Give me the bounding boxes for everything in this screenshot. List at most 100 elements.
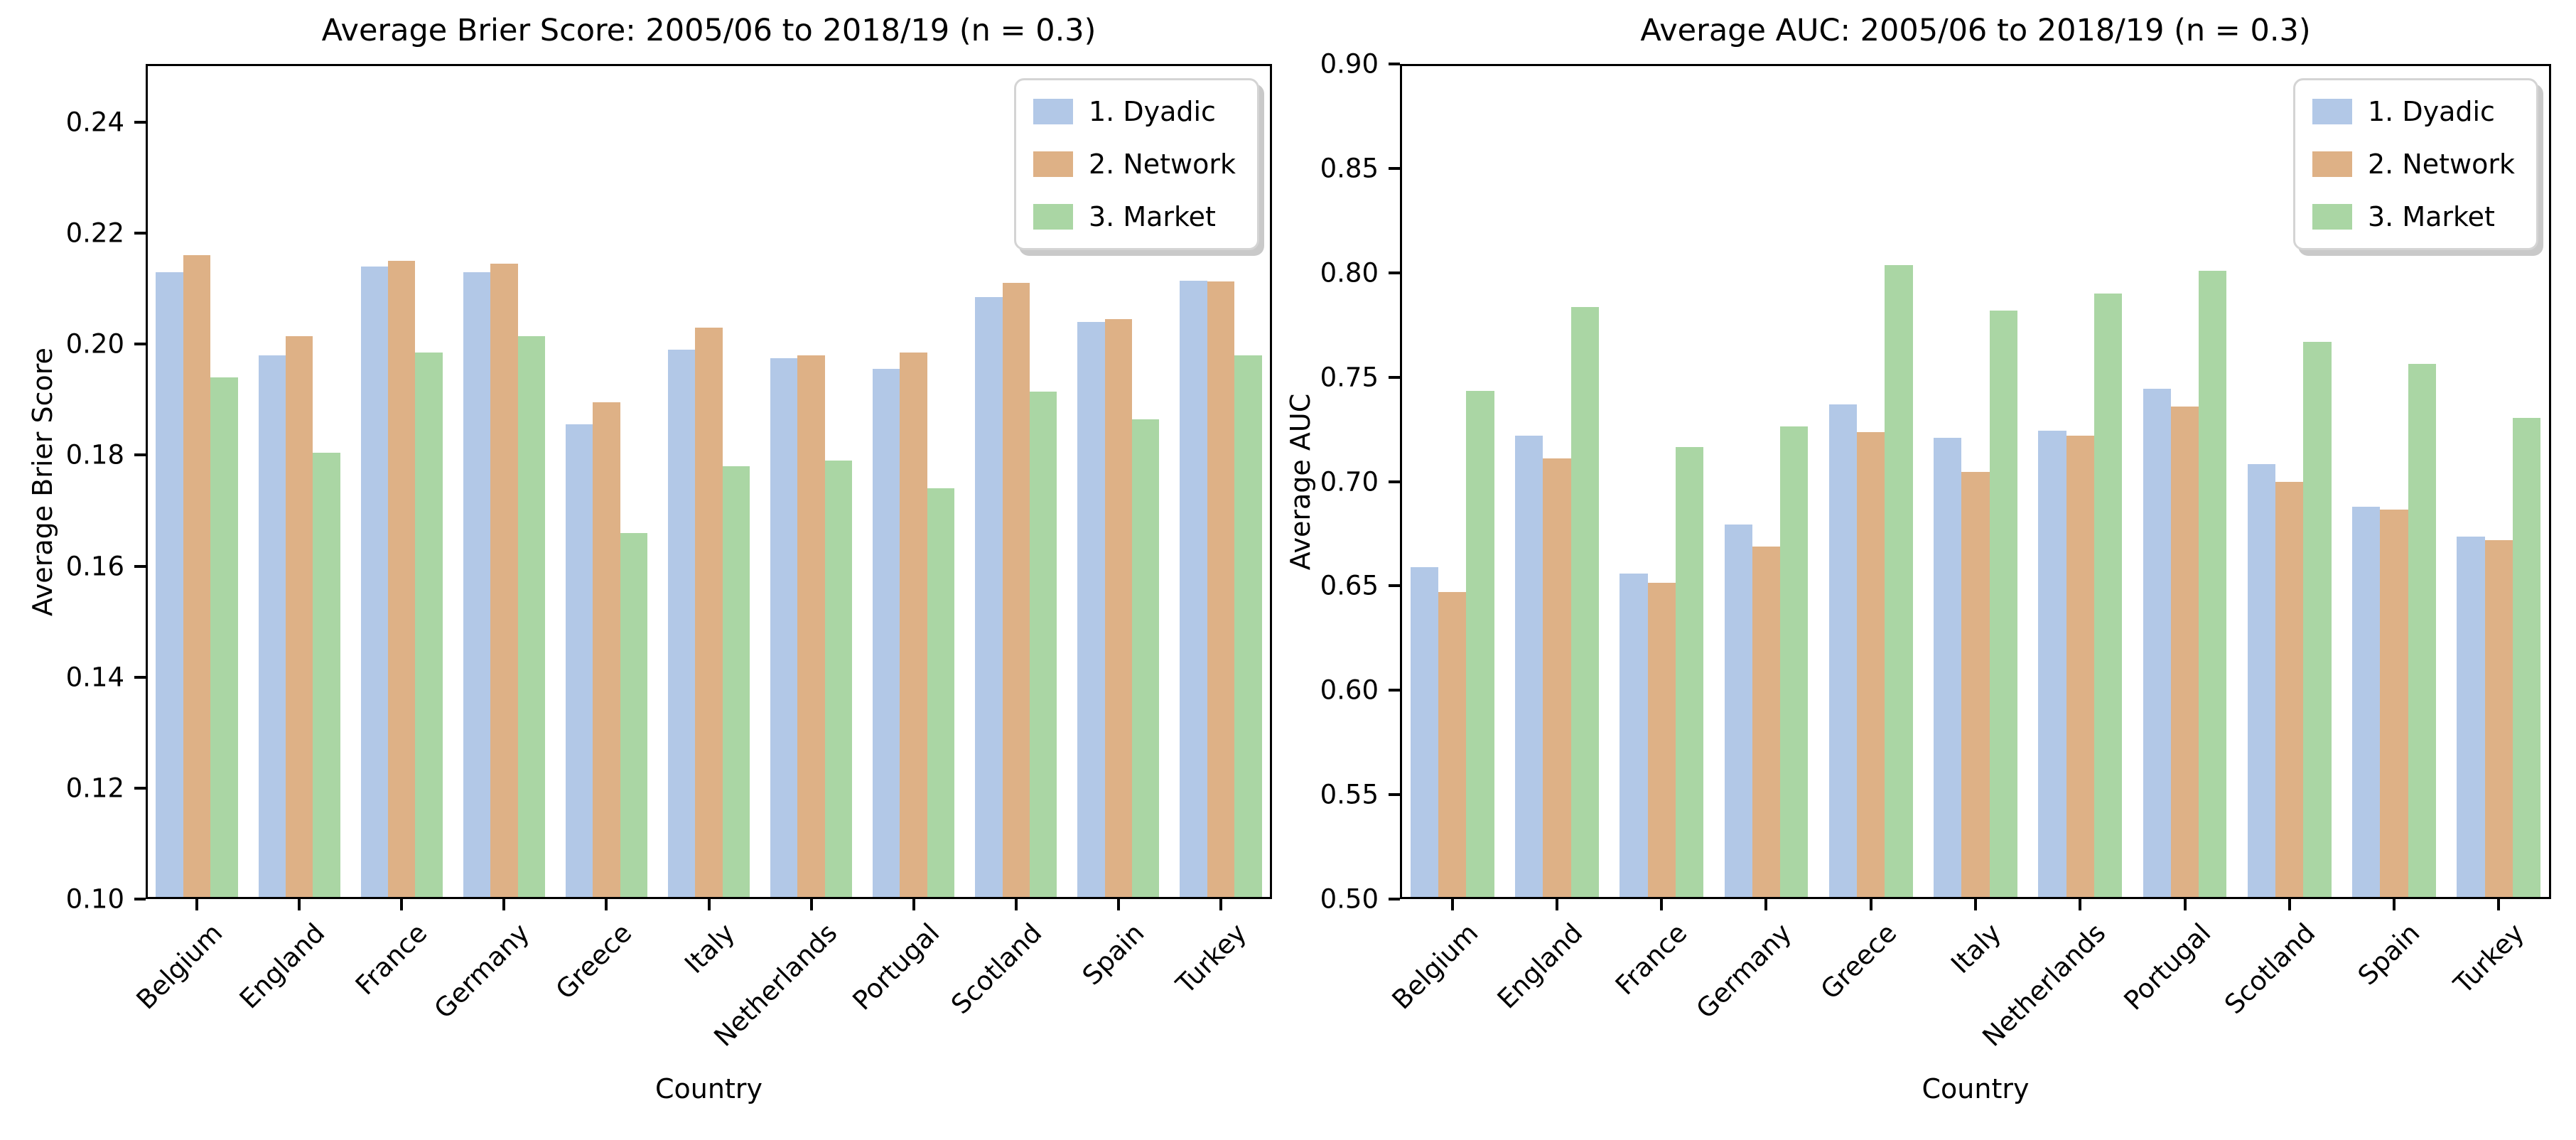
bar-turkey-network — [2484, 539, 2513, 899]
x-tick — [2393, 899, 2396, 910]
x-tick — [400, 899, 404, 910]
chart-title: Average Brier Score: 2005/06 to 2018/19 … — [321, 13, 1096, 48]
bar-germany-market — [517, 335, 545, 899]
x-tick-label-greece: Greece — [1814, 918, 1903, 1006]
bar-germany-network — [490, 264, 518, 899]
y-tick-label: 0.90 — [1320, 48, 1379, 80]
bar-scotland-dyadic — [975, 296, 1003, 899]
bar-belgium-dyadic — [1410, 566, 1438, 899]
y-tick — [134, 453, 146, 457]
x-tick — [2287, 899, 2291, 910]
legend-item-dyadic: 1. Dyadic — [1033, 96, 1236, 127]
x-tick-label-italy: Italy — [678, 918, 740, 980]
x-tick — [2497, 899, 2501, 910]
bar-scotland-network — [1002, 283, 1030, 899]
bar-england-network — [1543, 458, 1571, 899]
x-axis-label: Country — [1922, 1073, 2030, 1104]
bar-spain-market — [2408, 363, 2436, 899]
bar-spain-network — [1104, 319, 1133, 899]
bars-container — [146, 64, 1272, 899]
bar-belgium-network — [1438, 592, 1467, 899]
legend-label: 2. Network — [1089, 149, 1236, 180]
y-tick-label: 0.14 — [65, 662, 124, 693]
bar-portugal-network — [900, 352, 927, 899]
legend-item-market: 3. Market — [1033, 201, 1236, 232]
y-tick-label: 0.55 — [1320, 779, 1379, 810]
bar-portugal-dyadic — [873, 369, 900, 899]
x-tick — [1555, 899, 1558, 910]
bar-italy-dyadic — [667, 350, 696, 899]
x-tick-label-england: England — [233, 918, 331, 1015]
x-tick-label-portugal: Portugal — [2118, 918, 2216, 1016]
bar-turkey-network — [1207, 281, 1235, 899]
bar-italy-network — [695, 327, 723, 899]
y-tick-label: 0.80 — [1320, 257, 1379, 289]
legend-item-market: 3. Market — [2312, 201, 2515, 232]
bar-scotland-market — [2303, 341, 2332, 899]
bar-italy-network — [1961, 472, 1990, 899]
bar-belgium-market — [1466, 390, 1494, 899]
x-tick-label-scotland: Scotland — [945, 918, 1048, 1021]
y-tick-label: 0.12 — [65, 773, 124, 804]
legend-label: 3. Market — [1089, 201, 1216, 232]
legend-label: 2. Network — [2368, 149, 2515, 180]
bar-netherlands-network — [2066, 435, 2094, 899]
bar-portugal-market — [2199, 270, 2227, 899]
bar-england-network — [285, 335, 313, 899]
x-tick-label-england: England — [1491, 918, 1589, 1015]
y-tick — [1389, 480, 1400, 483]
bar-france-network — [388, 261, 416, 899]
bar-italy-dyadic — [1934, 437, 1962, 899]
legend-item-network: 2. Network — [2312, 149, 2515, 180]
bar-turkey-dyadic — [1180, 280, 1207, 899]
legend-color-network — [2312, 151, 2352, 177]
legend-label: 3. Market — [2368, 201, 2495, 232]
legend-color-dyadic — [1033, 99, 1073, 124]
y-tick-label: 0.16 — [65, 551, 124, 582]
x-tick-label-turkey: Turkey — [2448, 918, 2531, 1000]
x-tick — [195, 899, 199, 910]
x-tick — [1219, 899, 1222, 910]
y-tick-label: 0.50 — [1320, 883, 1379, 915]
bar-germany-network — [1752, 546, 1781, 899]
bar-greece-market — [1885, 265, 1913, 899]
legend: 1. Dyadic 2. Network 3. Market — [2293, 78, 2538, 250]
y-tick-label: 0.18 — [65, 439, 124, 470]
bar-france-network — [1647, 582, 1676, 899]
bar-italy-market — [1989, 310, 2017, 899]
bar-turkey-dyadic — [2457, 537, 2485, 899]
bar-netherlands-dyadic — [770, 357, 798, 899]
legend-color-market — [1033, 204, 1073, 230]
bar-greece-dyadic — [1828, 404, 1858, 899]
x-tick-label-turkey: Turkey — [1170, 918, 1253, 1000]
bar-england-dyadic — [1515, 435, 1543, 899]
y-tick — [1389, 584, 1400, 588]
x-tick — [1450, 899, 1454, 910]
bar-turkey-market — [2513, 417, 2541, 899]
y-tick-label: 0.20 — [65, 328, 124, 360]
legend-color-network — [1033, 151, 1073, 177]
x-tick — [1869, 899, 1872, 910]
bar-england-dyadic — [258, 355, 286, 899]
bar-portugal-market — [927, 488, 955, 899]
x-tick-label-france: France — [1610, 918, 1693, 1001]
y-tick-label: 0.65 — [1320, 570, 1379, 601]
chart-title: Average AUC: 2005/06 to 2018/19 (n = 0.3… — [1640, 13, 2311, 48]
x-tick — [912, 899, 915, 910]
bar-greece-market — [620, 532, 648, 899]
bar-scotland-market — [1029, 391, 1057, 899]
x-tick-label-spain: Spain — [1076, 918, 1150, 991]
x-tick — [1660, 899, 1664, 910]
y-tick — [1389, 898, 1400, 900]
y-tick-label: 0.70 — [1320, 466, 1379, 497]
x-tick — [502, 899, 506, 910]
x-tick-label-belgium: Belgium — [130, 918, 229, 1016]
legend-color-market — [2312, 204, 2352, 230]
bar-spain-dyadic — [1077, 322, 1105, 899]
x-tick-label-netherlands: Netherlands — [1976, 918, 2112, 1053]
x-tick — [2079, 899, 2082, 910]
y-tick — [134, 564, 146, 568]
bar-netherlands-market — [2093, 294, 2123, 899]
x-tick — [2183, 899, 2187, 910]
